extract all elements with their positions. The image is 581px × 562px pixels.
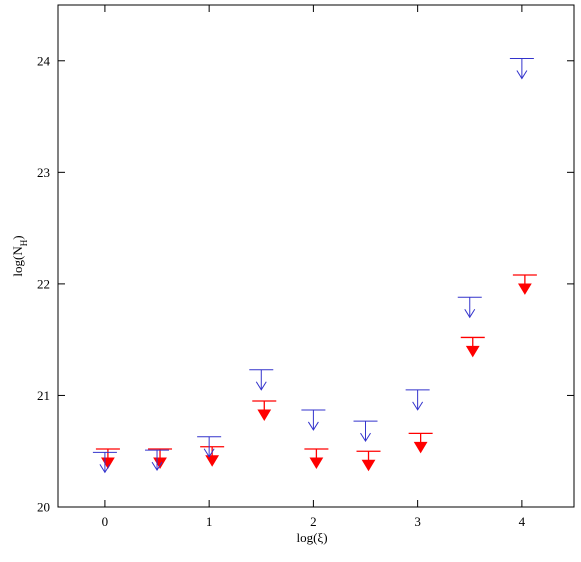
red-triangle-marker (153, 457, 167, 469)
x-tick-label: 3 (414, 514, 421, 529)
blue-upper-limit-point (249, 369, 274, 391)
red-upper-limit-point (408, 432, 433, 454)
blue-upper-limit-point (353, 420, 378, 443)
red-triangle-marker (309, 457, 324, 469)
red-triangle-marker (361, 459, 376, 472)
y-axis-label: log(NH) (10, 235, 29, 276)
blue-arrowhead (255, 381, 267, 391)
x-tick-label: 4 (519, 514, 526, 529)
blue-arrowhead (360, 432, 371, 443)
red-triangle-marker (205, 455, 220, 467)
red-triangle-marker (517, 283, 532, 295)
blue-arrowhead (412, 401, 424, 411)
red-upper-limit-point (460, 336, 485, 358)
y-tick-label: 23 (37, 165, 50, 180)
tick-marks (58, 5, 574, 508)
blue-upper-limit-point (92, 451, 117, 474)
x-tick-label: 0 (102, 514, 109, 529)
y-tick-label: 24 (37, 53, 51, 68)
red-triangle-marker (413, 441, 428, 454)
red-triangle-marker (465, 345, 480, 358)
y-tick-label: 21 (37, 388, 50, 403)
x-tick-label: 2 (310, 514, 317, 529)
blue-arrowhead (516, 70, 528, 80)
y-axis-label-main: log(N (10, 246, 25, 277)
red-upper-limit-point (304, 448, 329, 469)
series-layer (92, 58, 537, 474)
blue-arrowhead (151, 461, 163, 472)
blue-arrowhead (203, 448, 215, 458)
x-axis-label: log(ξ) (296, 530, 327, 545)
blue-upper-limit-point (145, 449, 170, 472)
red-upper-limit-point (252, 400, 277, 421)
red-upper-limit-point (512, 274, 537, 295)
x-tick-label: 1 (206, 514, 213, 529)
blue-upper-limit-point (509, 58, 534, 80)
red-triangle-marker (101, 457, 115, 469)
blue-upper-limit-point (405, 389, 430, 411)
blue-upper-limit-point (197, 436, 222, 458)
blue-arrowhead (307, 421, 319, 431)
blue-arrowhead (99, 464, 111, 474)
plot-frame (57, 4, 575, 508)
blue-upper-limit-point (457, 296, 482, 319)
red-upper-limit-point (200, 446, 225, 467)
red-triangle-marker (257, 409, 272, 421)
red-upper-limit-point (356, 450, 381, 472)
y-axis-label-end: ) (10, 235, 25, 239)
blue-upper-limit-point (301, 409, 326, 431)
y-tick-label: 22 (37, 276, 50, 291)
y-axis-label-sub: H (19, 239, 29, 246)
y-tick-label: 20 (37, 500, 50, 515)
blue-arrowhead (464, 309, 476, 319)
